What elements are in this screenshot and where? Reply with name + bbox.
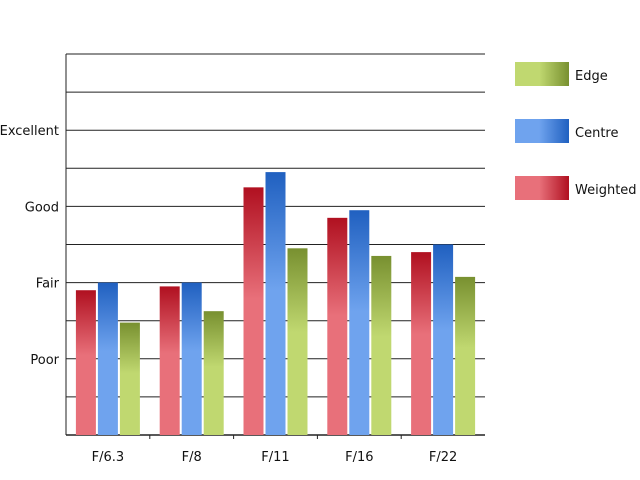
legend-swatch-centre xyxy=(515,119,569,143)
legend-label-centre: Centre xyxy=(575,126,618,141)
x-tick-label: F/16 xyxy=(345,450,373,465)
bar-weighted-0 xyxy=(75,290,96,435)
x-tick-label: F/8 xyxy=(182,450,202,465)
legend-label-edge: Edge xyxy=(575,69,608,84)
bar-edge-1 xyxy=(203,311,224,435)
y-tick-label: Fair xyxy=(36,277,60,292)
x-tick-label: F/6.3 xyxy=(92,450,125,465)
x-tick-label: F/11 xyxy=(261,450,289,465)
bar-edge-4 xyxy=(455,276,476,435)
bar-edge-0 xyxy=(119,322,140,435)
bar-centre-0 xyxy=(97,282,118,435)
legend: Edge Centre Weighted xyxy=(515,62,637,200)
legend-swatch-edge xyxy=(515,62,569,86)
y-tick-label: Good xyxy=(25,200,59,215)
legend-swatch-weighted xyxy=(515,176,569,200)
bar-weighted-4 xyxy=(411,252,432,435)
x-tick-label: F/22 xyxy=(429,450,457,465)
bar-edge-2 xyxy=(287,248,308,435)
bar-centre-2 xyxy=(265,172,286,436)
bar-edge-3 xyxy=(371,255,392,435)
bar-centre-3 xyxy=(349,210,370,435)
bar-weighted-1 xyxy=(159,286,180,435)
y-tick-labels: Poor Fair Good Excellent xyxy=(0,124,60,368)
y-tick-label: Excellent xyxy=(0,124,59,139)
legend-label-weighted: Weighted xyxy=(575,183,637,198)
bars xyxy=(75,172,476,436)
bar-centre-4 xyxy=(433,244,454,435)
bar-centre-1 xyxy=(181,282,202,435)
y-tick-label: Poor xyxy=(30,353,59,368)
bar-weighted-2 xyxy=(243,187,264,435)
x-category-labels: F/6.3 F/8 F/11 F/16 F/22 xyxy=(92,450,458,465)
bar-weighted-3 xyxy=(327,217,348,435)
